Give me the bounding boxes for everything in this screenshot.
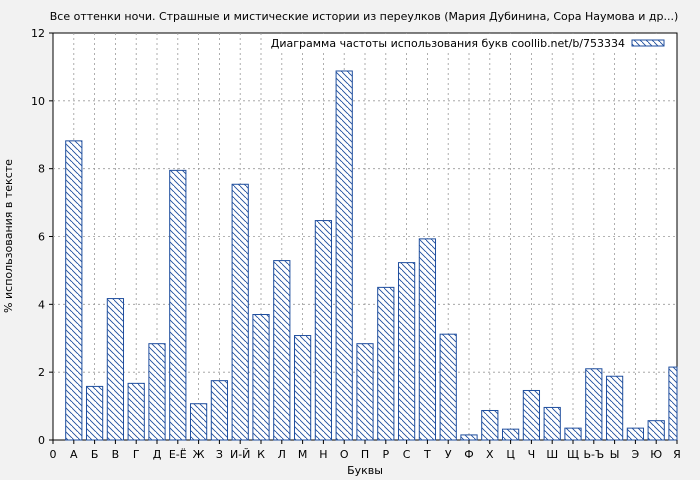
x-tick-label: Х <box>486 448 494 461</box>
bar-Д <box>148 343 166 441</box>
x-tick-label: Ю <box>650 448 662 461</box>
y-tick-label: 8 <box>38 163 45 176</box>
bar-У <box>439 333 457 441</box>
x-tick-label: С <box>403 448 411 461</box>
x-tick-label: К <box>257 448 265 461</box>
bar-Т <box>418 238 437 441</box>
y-tick-label: 10 <box>31 95 45 108</box>
bar-Л <box>273 260 291 441</box>
bar-Ц <box>501 428 520 441</box>
legend-swatch <box>631 39 665 47</box>
bar-М <box>293 335 312 441</box>
y-axis: 0 2 4 6 8 10 12 <box>31 27 53 447</box>
legend-label: Диаграмма частоты использования букв coo… <box>271 37 625 50</box>
bar-А <box>65 140 83 441</box>
bar-Н <box>314 220 333 441</box>
x-tick-label: О <box>340 448 349 461</box>
bar-З <box>210 380 229 441</box>
y-tick-label: 6 <box>38 231 45 244</box>
x-axis-label: Буквы <box>347 464 383 477</box>
x-tick-label: 0 <box>50 448 57 461</box>
bar-И-Й <box>231 183 249 441</box>
x-tick-label: Ы <box>610 448 620 461</box>
bar-Ж <box>189 403 208 441</box>
bar-Б <box>85 385 104 441</box>
x-tick-label: Л <box>278 448 286 461</box>
x-tick-label: И-Й <box>230 448 250 461</box>
bar-Ч <box>522 389 541 441</box>
bar-Ф <box>460 434 478 441</box>
y-tick-label: 12 <box>31 27 45 40</box>
x-tick-label: Ь-Ъ <box>583 448 604 461</box>
x-tick-label: Д <box>153 448 162 461</box>
x-axis: 0 А Б В Г Д Е-Ё Ж З И-Й К Л М Н О П Р С Т У Ф Х Ц Ч Ш Щ Ь-Ъ Ы Э Ю Я <box>50 440 681 461</box>
legend-background <box>276 34 676 52</box>
x-tick-label: Р <box>382 448 389 461</box>
bar-О <box>335 70 353 441</box>
x-tick-label: Щ <box>567 448 579 461</box>
bar-С <box>397 262 416 441</box>
x-tick-label: Ч <box>528 448 536 461</box>
y-tick-label: 2 <box>38 366 45 379</box>
x-tick-label: Ц <box>506 448 515 461</box>
chart-title: Все оттенки ночи. Страшные и мистические… <box>50 10 679 23</box>
bar-К <box>252 314 270 441</box>
x-tick-label: Ф <box>464 448 473 461</box>
y-axis-label: % использования в тексте <box>2 159 15 313</box>
bar-Г <box>127 382 145 441</box>
bar-Э <box>626 427 645 441</box>
x-tick-label: Ж <box>193 448 205 461</box>
y-tick-label: 4 <box>38 298 45 311</box>
x-tick-label: Б <box>91 448 99 461</box>
bar-Х <box>481 409 499 441</box>
x-tick-label: В <box>112 448 120 461</box>
x-tick-label: Я <box>673 448 681 461</box>
bar-В <box>106 298 125 441</box>
x-tick-label: Е-Ё <box>169 448 187 461</box>
bar-Ь-Ъ <box>585 368 603 441</box>
x-tick-label: Э <box>632 448 640 461</box>
bar-Я <box>668 366 678 441</box>
x-tick-label: П <box>361 448 369 461</box>
x-tick-label: З <box>216 448 223 461</box>
bar-П <box>356 343 374 441</box>
bar-Р <box>377 286 395 441</box>
bar-Е-Ё <box>169 169 187 441</box>
legend: Диаграмма частоты использования букв coo… <box>271 34 676 52</box>
bar-Ш <box>543 406 561 441</box>
x-tick-label: Г <box>133 448 140 461</box>
x-tick-label: Т <box>423 448 431 461</box>
bar-Щ <box>564 427 582 441</box>
bar-Ю <box>647 420 665 441</box>
x-tick-label: У <box>445 448 452 461</box>
bars <box>65 70 678 441</box>
x-tick-label: М <box>298 448 308 461</box>
y-tick-label: 0 <box>38 434 45 447</box>
x-tick-label: Н <box>319 448 327 461</box>
bar-Ы <box>605 375 624 441</box>
x-tick-label: Ш <box>546 448 558 461</box>
x-tick-label: А <box>70 448 78 461</box>
